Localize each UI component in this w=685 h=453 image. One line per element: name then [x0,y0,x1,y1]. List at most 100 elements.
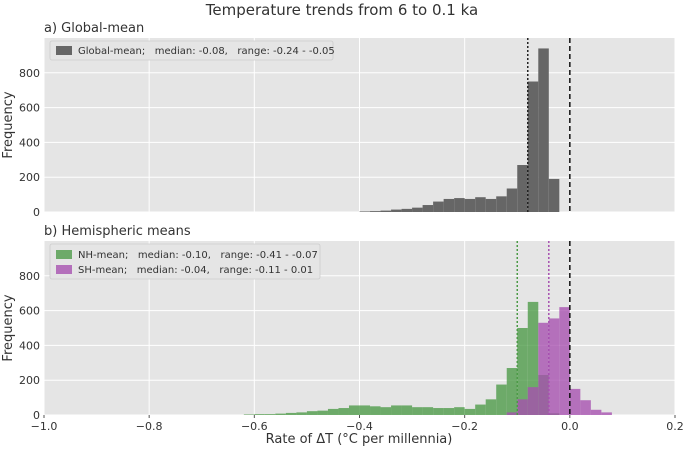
xtick-label: −0.4 [346,420,373,433]
xtick-label: 0.2 [666,420,684,433]
figure-title: Temperature trends from 6 to 0.1 ka [205,1,478,19]
ytick-label: 400 [19,339,40,352]
panel-a: a) Global-mean 0 200 400 600 800 Frequency G… [1,21,676,219]
histogram-bar [464,408,476,415]
histogram-bar [296,412,307,415]
ytick-label: 200 [19,171,40,184]
histogram-bar [412,207,423,212]
histogram-bar [485,399,497,415]
histogram-bar [454,407,465,415]
histogram-bar [433,201,444,212]
histogram-bar [527,301,539,415]
legend-label-global: Global-mean; median: -0.08, range: -0.24… [78,46,335,57]
histogram-bar [317,410,328,415]
histogram-bar [485,198,497,212]
ytick-label: 800 [19,270,40,283]
ytick-label: 0 [33,409,40,422]
ytick-label: 600 [19,102,40,115]
histogram-bar [475,404,486,415]
histogram-bar [559,307,570,415]
panel-b-xlabel: Rate of ΔT (°C per millennia) [266,432,453,447]
ytick-label: 200 [19,374,40,387]
histogram-bar [464,198,476,212]
xtick-label: −0.2 [451,420,478,433]
histogram-bar [601,412,612,415]
legend-box [49,40,334,61]
legend-box [49,243,321,280]
histogram-bar [443,408,455,415]
histogram-bar [370,211,381,212]
histogram-bar [380,407,392,415]
histogram-bar [359,211,371,212]
panel-b-xticks: −1.0 −0.8 −0.6 −0.4 −0.2 0.0 0.2 [31,415,684,433]
panel-a-ylabel: Frequency [1,91,16,158]
ytick-label: 800 [19,67,40,80]
histogram-bar [243,414,255,415]
histogram-bar [401,405,413,415]
histogram-bar [569,388,581,415]
histogram-bar [391,209,402,212]
histogram-bar [454,198,465,212]
histogram-bar [422,205,434,212]
histogram-bar [306,411,318,415]
histogram-bar [496,384,507,415]
panel-a-title: a) Global-mean [44,21,144,36]
histogram-bar [391,405,402,415]
histogram-bar [338,408,349,415]
panel-a-lines [527,38,571,212]
histogram-bar [443,198,455,212]
histogram-bar [506,412,518,415]
legend-swatch-global [56,46,72,55]
panel-b-yticks: 0 200 400 600 800 [19,270,40,422]
histogram-bar [538,322,549,415]
histogram-bar [548,318,560,415]
panel-a-legend: Global-mean; median: -0.08, range: -0.24… [49,40,335,61]
histogram-bar [580,400,591,415]
histogram-bar [348,405,360,415]
histogram-bar [548,178,560,212]
histogram-bar [359,405,371,415]
ytick-label: 400 [19,136,40,149]
xtick-label: −0.6 [241,420,268,433]
histogram-bar [275,413,286,415]
panel-a-yticks: 0 200 400 600 800 [19,67,40,219]
legend-label-sh: SH-mean; median: -0.04, range: -0.11 - 0… [78,265,313,276]
histogram-bar [380,210,392,212]
ytick-label: 0 [33,206,40,219]
panel-a-bars [359,48,560,212]
panel-b-legend: NH-mean; median: -0.10, range: -0.41 - -… [49,243,321,280]
ytick-label: 600 [19,305,40,318]
histogram-bar [527,81,539,212]
histogram-bar [517,328,528,415]
xtick-label: −0.8 [136,420,163,433]
histogram-bar [401,208,413,212]
panel-b-title: b) Hemispheric means [44,224,191,239]
histogram-bar [517,399,528,415]
histogram-bar [433,408,444,415]
histogram-bar [422,407,434,415]
panel-b-bars [243,301,612,415]
histogram-bar [285,412,297,415]
histogram-bar [327,408,339,415]
histogram-bar [590,409,602,415]
histogram-bar [264,414,276,415]
legend-swatch-sh [56,265,72,274]
histogram-bar [506,188,518,212]
histogram-bar [475,197,486,212]
panel-b-ylabel: Frequency [1,294,16,361]
xtick-label: −1.0 [31,420,58,433]
histogram-bar [538,48,549,212]
histogram-bar [517,165,528,212]
histogram-bar [370,406,381,415]
legend-label-nh: NH-mean; median: -0.10, range: -0.41 - -… [78,250,318,261]
panel-b-lines [516,241,571,415]
histogram-bar [527,387,539,415]
legend-swatch-nh [56,250,72,259]
histogram-bar [412,407,423,415]
histogram-bar [496,196,507,212]
histogram-bar [254,414,265,415]
xtick-label: 0.0 [561,420,579,433]
histogram-bar [506,368,518,415]
